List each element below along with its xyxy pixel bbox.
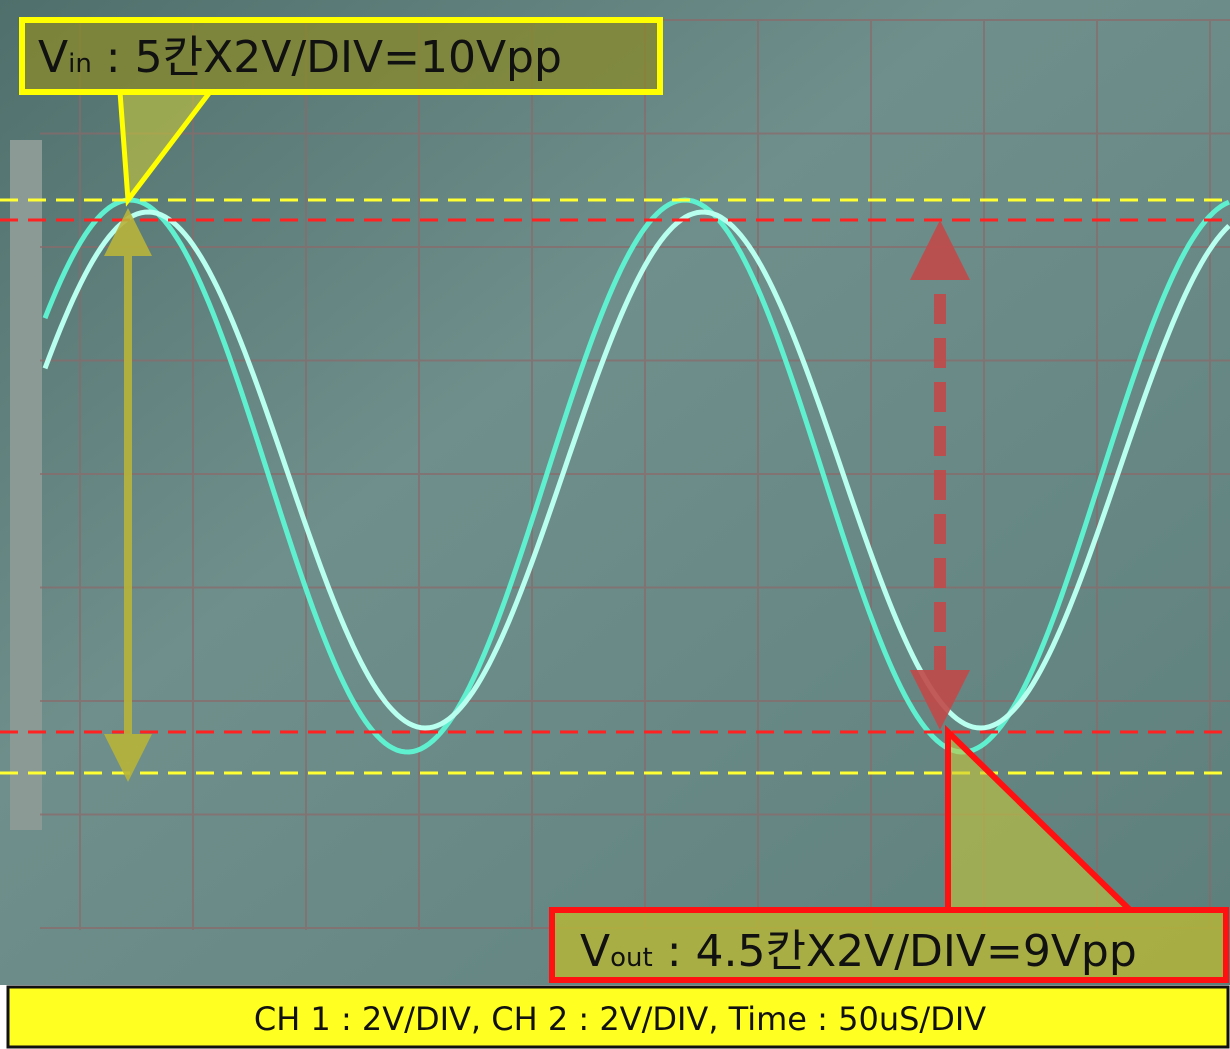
- trace: [42, 209, 1230, 731]
- vout-label: Vout : 4.5칸X2V/DIV=9Vpp: [580, 926, 1137, 977]
- vin-text: : 5칸X2V/DIV=10Vpp: [92, 32, 562, 83]
- vout-pointer-outline: [945, 724, 1133, 913]
- waveforms: [42, 197, 1230, 755]
- bezel-edge: [10, 140, 42, 830]
- vin-label: Vin : 5칸X2V/DIV=10Vpp: [38, 32, 562, 83]
- vout-subscript: out: [610, 943, 653, 973]
- footer-box: [6, 985, 1230, 1049]
- vout-text: : 4.5칸X2V/DIV=9Vpp: [653, 926, 1137, 977]
- level-lines: [0, 198, 1230, 775]
- vin-subscript: in: [68, 49, 92, 79]
- vin-pointer-outline: [117, 90, 212, 207]
- trace: [42, 197, 1230, 755]
- vout-callout: [549, 907, 1229, 983]
- footer-text: CH 1 : 2V/DIV, CH 2 : 2V/DIV, Time : 50u…: [254, 1000, 986, 1038]
- vout-symbol: V: [580, 926, 610, 977]
- vin-callout: [19, 17, 663, 95]
- vin-symbol: V: [38, 32, 68, 83]
